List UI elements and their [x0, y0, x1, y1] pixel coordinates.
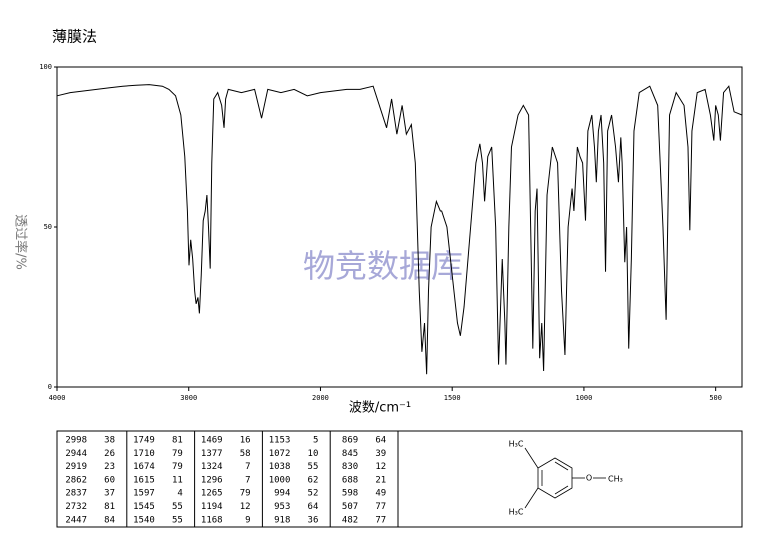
peak-intensity: 79 [172, 449, 183, 459]
table-frame [56, 430, 743, 528]
peak-wavenumber: 482 [342, 515, 358, 525]
peak-wavenumber: 2732 [65, 502, 87, 512]
peak-intensity: 58 [240, 449, 251, 459]
peak-intensity: 55 [172, 502, 183, 512]
peak-intensity: 37 [104, 489, 115, 499]
peak-wavenumber: 1296 [201, 475, 223, 485]
peak-intensity: 9 [245, 515, 250, 525]
peak-intensity: 26 [104, 449, 115, 459]
peak-intensity: 11 [172, 475, 183, 485]
atom-label: CH₃ [608, 475, 623, 484]
peak-wavenumber: 845 [342, 449, 358, 459]
peak-wavenumber: 1377 [201, 449, 223, 459]
peak-wavenumber: 869 [342, 436, 358, 446]
peak-wavenumber: 598 [342, 489, 358, 499]
peak-intensity: 36 [308, 515, 319, 525]
atom-label: H₃C [509, 440, 524, 449]
watermark: 物竞数据库 [303, 247, 463, 285]
peak-wavenumber: 918 [274, 515, 290, 525]
peak-wavenumber: 688 [342, 475, 358, 485]
peak-wavenumber: 1168 [201, 515, 223, 525]
peak-intensity: 52 [308, 489, 319, 499]
plot-frame [56, 66, 743, 388]
y-axis-label: 透过率/% [13, 214, 29, 270]
x-axis-label: 波数/cm⁻¹ [349, 401, 411, 416]
peak-wavenumber: 2919 [65, 462, 87, 472]
structure-bonds [524, 447, 606, 509]
y-tick-label: 50 [44, 223, 52, 231]
peak-intensity: 77 [375, 515, 386, 525]
peak-intensity: 4 [177, 489, 182, 499]
peak-wavenumber: 953 [274, 502, 290, 512]
peak-intensity: 7 [245, 475, 250, 485]
peak-wavenumber: 1153 [269, 436, 291, 446]
y-tick-label: 100 [39, 63, 52, 71]
chart-title: 薄膜法 [52, 28, 97, 46]
peak-intensity: 5 [313, 436, 318, 446]
x-tick-label: 1500 [444, 394, 461, 402]
peak-intensity: 55 [172, 515, 183, 525]
peak-intensity: 49 [375, 489, 386, 499]
atom-label: H₃C [509, 508, 524, 517]
peak-intensity: 55 [308, 462, 319, 472]
x-tick-label: 3000 [180, 394, 197, 402]
peak-intensity: 16 [240, 436, 251, 446]
peak-wavenumber: 1615 [133, 475, 155, 485]
y-tick-label: 0 [48, 383, 52, 391]
peak-wavenumber: 2447 [65, 515, 87, 525]
peak-intensity: 64 [375, 436, 386, 446]
peak-intensity: 79 [240, 489, 251, 499]
peak-wavenumber: 994 [274, 489, 290, 499]
peak-wavenumber: 1324 [201, 462, 223, 472]
peak-wavenumber: 1038 [269, 462, 291, 472]
peak-intensity: 77 [375, 502, 386, 512]
peak-wavenumber: 507 [342, 502, 358, 512]
peak-intensity: 23 [104, 462, 115, 472]
peak-wavenumber: 1469 [201, 436, 223, 446]
x-tick-label: 1000 [575, 394, 592, 402]
x-tick-label: 4000 [49, 394, 66, 402]
peak-intensity: 38 [104, 436, 115, 446]
x-tick-label: 500 [709, 394, 722, 402]
peak-wavenumber: 1710 [133, 449, 155, 459]
peak-wavenumber: 1000 [269, 475, 291, 485]
peak-intensity: 21 [375, 475, 386, 485]
spectrum-line [56, 84, 743, 375]
peak-wavenumber: 2837 [65, 489, 87, 499]
peak-wavenumber: 2998 [65, 436, 87, 446]
peak-wavenumber: 1072 [269, 449, 291, 459]
peak-intensity: 81 [172, 436, 183, 446]
peak-wavenumber: 1265 [201, 489, 223, 499]
peak-intensity: 39 [375, 449, 386, 459]
peak-wavenumber: 2944 [65, 449, 87, 459]
peak-wavenumber: 1545 [133, 502, 155, 512]
peak-wavenumber: 1540 [133, 515, 155, 525]
peak-wavenumber: 830 [342, 462, 358, 472]
peak-intensity: 79 [172, 462, 183, 472]
peak-intensity: 60 [104, 475, 115, 485]
peak-wavenumber: 1597 [133, 489, 155, 499]
peak-intensity: 62 [308, 475, 319, 485]
peak-intensity: 81 [104, 502, 115, 512]
peak-wavenumber: 1749 [133, 436, 155, 446]
x-tick-label: 2000 [312, 394, 329, 402]
peak-intensity: 10 [308, 449, 319, 459]
peak-wavenumber: 1674 [133, 462, 155, 472]
peak-wavenumber: 1194 [201, 502, 223, 512]
peak-intensity: 64 [308, 502, 319, 512]
peak-wavenumber: 2862 [65, 475, 87, 485]
peak-intensity: 12 [375, 462, 386, 472]
peak-intensity: 84 [104, 515, 115, 525]
peak-intensity: 12 [240, 502, 251, 512]
atom-label: O [586, 474, 592, 483]
peak-intensity: 7 [245, 462, 250, 472]
